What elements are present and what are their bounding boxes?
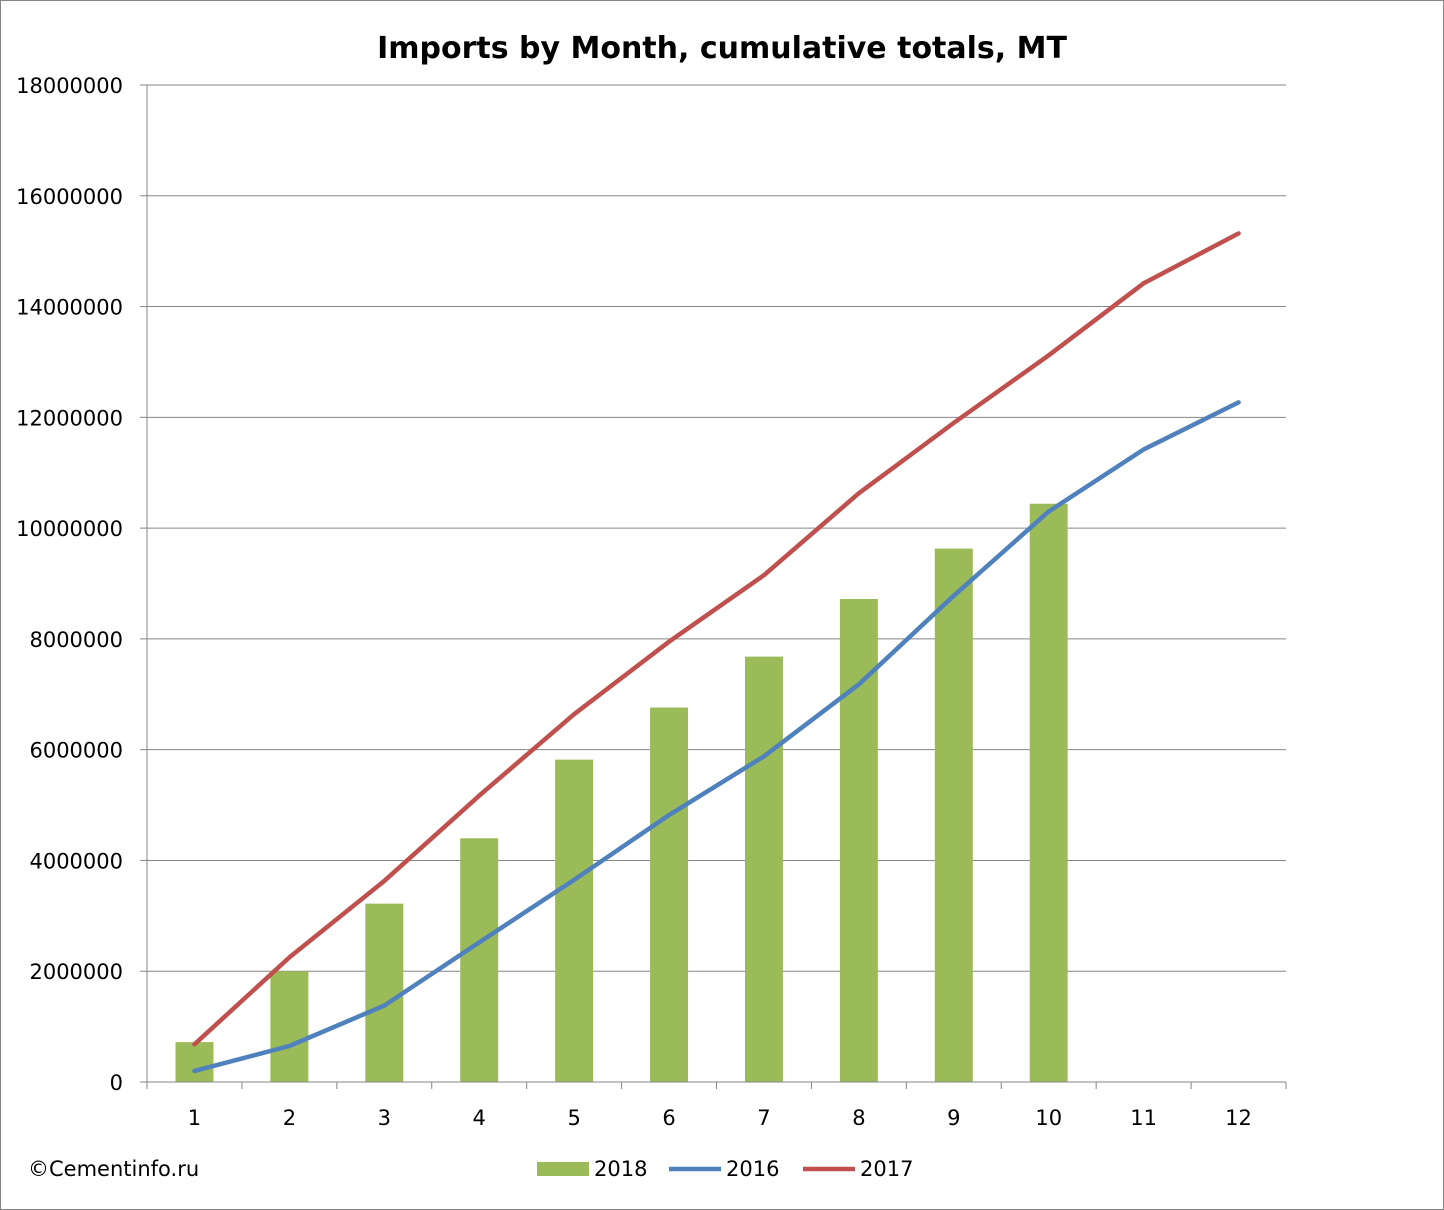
y-tick-label: 0 bbox=[110, 1071, 123, 1095]
x-tick-label: 8 bbox=[852, 1106, 865, 1130]
bar-2018 bbox=[270, 971, 309, 1082]
y-tick-label: 4000000 bbox=[29, 849, 123, 873]
bar-series-2018 bbox=[175, 503, 1068, 1082]
y-tick-label: 14000000 bbox=[16, 296, 123, 320]
x-tick-label: 2 bbox=[283, 1106, 296, 1130]
x-tick-label: 5 bbox=[567, 1106, 580, 1130]
bar-2018 bbox=[650, 707, 689, 1082]
y-tick-label: 2000000 bbox=[29, 960, 123, 984]
bar-2018 bbox=[744, 656, 783, 1082]
legend-label-2017: 2017 bbox=[860, 1157, 913, 1181]
bar-2018 bbox=[460, 838, 499, 1082]
x-tick-label: 10 bbox=[1035, 1106, 1062, 1130]
bar-2018 bbox=[365, 903, 404, 1082]
x-tick-label: 1 bbox=[188, 1106, 201, 1130]
legend-label-2018: 2018 bbox=[594, 1157, 647, 1181]
x-tick-label: 4 bbox=[473, 1106, 486, 1130]
y-tick-label: 10000000 bbox=[16, 517, 123, 541]
bar-2018 bbox=[175, 1042, 214, 1082]
y-axis-tick-labels: 0 2000000 4000000 6000000 8000000 10000000 120… bbox=[16, 74, 123, 1095]
x-tick-label: 3 bbox=[378, 1106, 391, 1130]
legend-swatch-2018 bbox=[537, 1162, 589, 1176]
x-tick-label: 12 bbox=[1225, 1106, 1252, 1130]
source-credit: ©Cementinfo.ru bbox=[28, 1157, 199, 1181]
y-tick-label: 8000000 bbox=[29, 628, 123, 652]
x-tick-label: 11 bbox=[1130, 1106, 1157, 1130]
y-tick-label: 18000000 bbox=[16, 74, 123, 98]
axes bbox=[146, 85, 1287, 1089]
y-tick-label: 6000000 bbox=[29, 739, 123, 763]
bar-2018 bbox=[934, 548, 973, 1082]
x-tick-label: 7 bbox=[757, 1106, 770, 1130]
legend: 2018 2016 2017 bbox=[537, 1157, 913, 1181]
bar-2018 bbox=[839, 599, 878, 1082]
line-series bbox=[192, 231, 1241, 1074]
bar-2018 bbox=[555, 759, 594, 1082]
bar-2018 bbox=[1029, 503, 1068, 1082]
y-tick-label: 12000000 bbox=[16, 406, 123, 430]
x-tick-label: 6 bbox=[662, 1106, 675, 1130]
y-tick-label: 16000000 bbox=[16, 185, 123, 209]
x-tick-label: 9 bbox=[947, 1106, 960, 1130]
line-2017 bbox=[192, 231, 1241, 1047]
chart-title: Imports by Month, cumulative totals, MT bbox=[377, 31, 1067, 66]
x-axis-tick-labels: 1 2 3 4 5 6 7 8 9 10 11 12 bbox=[188, 1106, 1252, 1130]
line-2016 bbox=[192, 400, 1241, 1074]
gridlines bbox=[140, 84, 1286, 1083]
legend-label-2016: 2016 bbox=[726, 1157, 779, 1181]
